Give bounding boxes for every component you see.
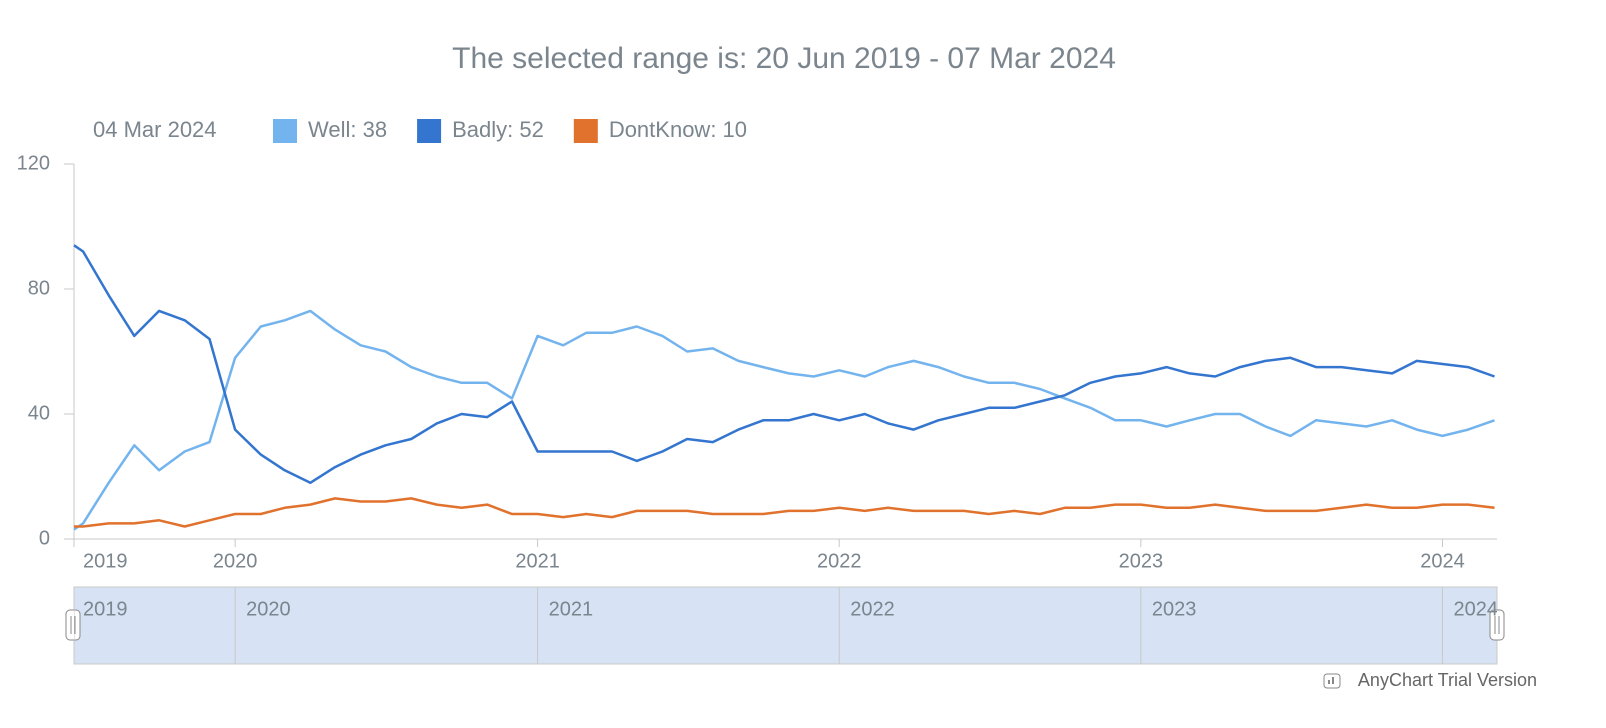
- scroller-label: 2024: [1453, 598, 1498, 620]
- series-line: [74, 497, 1495, 528]
- x-tick-label: 2023: [1119, 550, 1164, 572]
- legend-label: Badly: 52: [452, 117, 544, 142]
- x-tick-label: 2022: [817, 550, 862, 572]
- x-tick-label: 2024: [1420, 550, 1465, 572]
- x-tick-label: 2021: [515, 550, 560, 572]
- series-line: [73, 309, 1495, 531]
- watermark-icon: [1323, 673, 1341, 689]
- x-tick-label: 2019: [83, 550, 128, 572]
- legend-label: Well: 38: [308, 117, 387, 142]
- y-tick-label: 80: [28, 277, 50, 299]
- scroller-handle[interactable]: [65, 609, 81, 641]
- scroller-label: 2019: [83, 598, 128, 620]
- legend-label: DontKnow: 10: [609, 117, 747, 142]
- y-tick-label: 40: [28, 402, 50, 424]
- scroller-labels: 2019 2020 2021 2022 2023 2024: [74, 587, 1498, 664]
- legend-swatch: [273, 119, 297, 143]
- x-tick-label: 2020: [213, 550, 258, 572]
- scroller-label: 2020: [246, 598, 291, 620]
- y-tick-label: 0: [39, 527, 50, 549]
- scroller-label: 2023: [1152, 598, 1197, 620]
- scroller-handle[interactable]: [1489, 609, 1505, 641]
- watermark: AnyChart Trial Version: [1358, 670, 1537, 690]
- legend-swatch: [417, 119, 442, 143]
- chart-title: The selected range is: 20 Jun 2019 - 07 …: [452, 42, 1116, 75]
- series-line: [73, 244, 1495, 485]
- y-tick-label: 120: [17, 152, 50, 174]
- scroller[interactable]: [73, 586, 1498, 665]
- legend-date: 04 Mar 2024: [93, 117, 217, 142]
- legend-swatch: [573, 119, 598, 143]
- scroller-label: 2022: [850, 598, 895, 620]
- scroller-label: 2021: [549, 598, 594, 620]
